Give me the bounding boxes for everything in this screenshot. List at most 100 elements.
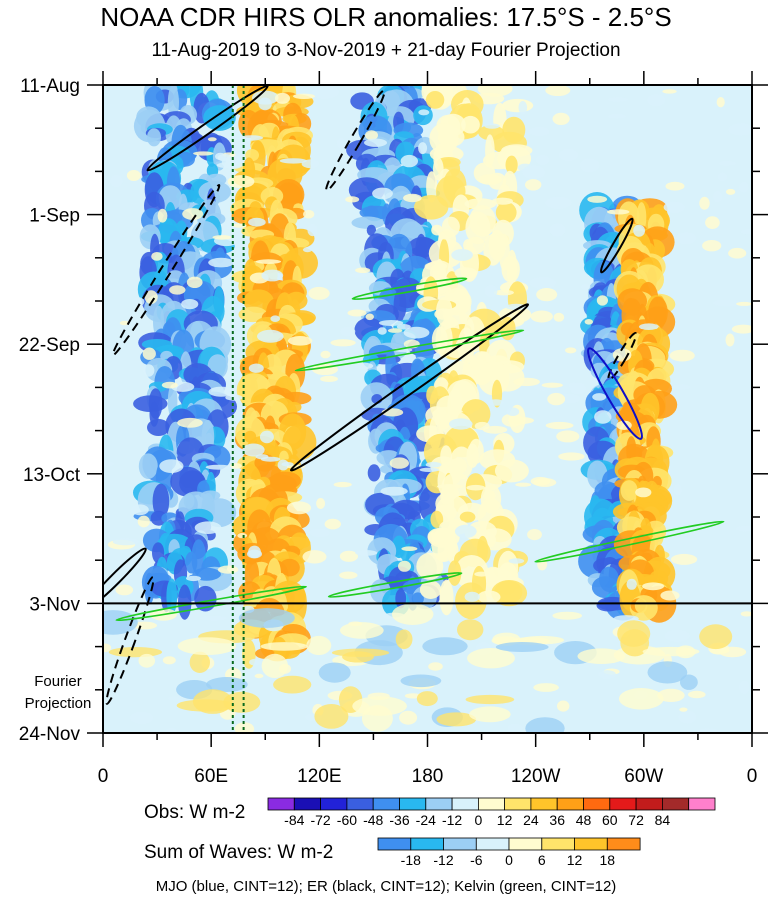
olr-blob [366,224,377,236]
olr-speckle [237,532,248,539]
olr-blob [425,91,445,109]
waves-colorbar-swatch [377,837,412,851]
projection-blob [680,674,698,690]
olr-speckle [115,584,134,596]
obs-colorbar-tick: -24 [416,812,436,828]
olr-speckle [545,85,571,96]
olr-blob [238,306,268,323]
olr-blob [439,579,454,616]
projection-blob [138,653,156,668]
olr-speckle [212,235,232,240]
olr-speckle [340,326,356,337]
olr-blob [170,466,205,497]
olr-speckle [438,231,453,240]
olr-speckle [225,394,243,401]
kelvin-contour-0 [351,277,468,300]
olr-speckle [527,529,542,541]
olr-speckle [112,538,139,546]
projection-blob [238,608,295,628]
olr-speckle [208,257,235,268]
olr-speckle [568,382,579,389]
olr-speckle [275,92,290,104]
olr-speckle [157,208,168,223]
olr-speckle [484,123,500,129]
olr-speckle [425,461,442,468]
olr-speckle [662,89,677,94]
olr-speckle [398,560,411,572]
olr-speckle [642,582,665,591]
olr-speckle [217,154,232,162]
olr-speckle [488,399,504,406]
olr-speckle [607,97,628,102]
olr-speckle [728,247,747,259]
olr-blob [465,211,491,245]
projection-blob [467,648,515,669]
olr-speckle [345,196,360,203]
projection-blob [620,629,650,657]
waves-colorbar-tick: 0 [505,852,513,868]
projection-blob [618,688,664,710]
olr-speckle [400,154,418,168]
obs-colorbar-tick: 36 [549,812,565,828]
waves-colorbar-tick: -18 [401,852,421,868]
axes: 11-Aug 1-Sep 22-Sep 13-Oct 3-Nov 24-Nov 0 60E 12… [19,71,768,787]
waves-colorbar-tick: -12 [433,852,453,868]
olr-speckle [151,252,163,261]
olr-speckle [626,578,637,590]
obs-colorbar-tick: 24 [523,812,539,828]
olr-speckle [466,484,486,491]
olr-speckle [679,707,688,712]
olr-speckle [377,327,387,335]
olr-speckle [261,269,284,282]
olr-speckle [303,209,315,219]
olr-speckle [513,377,540,387]
olr-blob [351,216,385,229]
waves-colorbar-tick: 18 [600,852,616,868]
olr-blob [147,419,170,436]
projection-blob [339,622,384,639]
olr-speckle [558,149,579,161]
olr-speckle [302,247,313,253]
er-contour-4 [599,217,634,274]
olr-speckle [739,680,750,695]
olr-blob [411,592,424,605]
olr-speckle [735,525,752,532]
obs-colorbar-swatch [530,797,558,811]
olr-blob [147,128,161,147]
olr-speckle [396,324,411,330]
er-contour-3 [290,303,529,472]
x-tick-label: 60E [194,766,228,787]
projection-blob [457,619,484,641]
waves-colorbar-swatch [574,837,608,851]
olr-speckle [257,329,284,343]
olr-speckle [320,350,331,359]
projection-blob [552,611,582,620]
projection-blob [261,653,288,679]
kelvin-contour-3 [534,520,725,563]
olr-speckle [161,381,178,389]
x-tick-label: 0 [747,766,758,787]
olr-speckle [293,93,315,100]
olr-speckle [230,463,242,469]
olr-speckle [713,190,722,203]
olr-speckle [354,362,374,370]
olr-speckle [339,550,358,562]
olr-speckle [131,504,149,516]
olr-speckle [718,160,736,166]
olr-blob [185,551,198,574]
olr-speckle [716,97,725,108]
y-tick-label: 3-Nov [29,594,80,615]
projection-blob [391,603,434,625]
olr-speckle [671,553,698,565]
olr-speckle [669,349,695,362]
olr-blob [203,105,236,131]
wave-contours [103,85,725,705]
projection-label: Projection [25,695,92,712]
olr-speckle [728,123,752,136]
olr-speckle [530,310,553,323]
olr-speckle [248,545,261,559]
olr-speckle [702,240,722,252]
olr-speckle [506,407,520,417]
olr-speckle [731,324,752,334]
obs-colorbar-swatch [267,797,295,811]
